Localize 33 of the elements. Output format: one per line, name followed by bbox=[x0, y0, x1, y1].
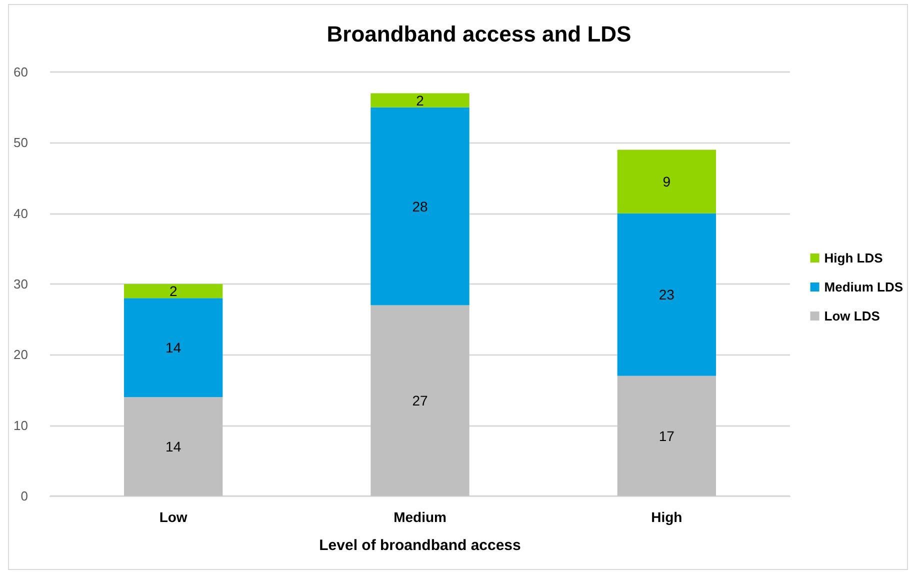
bar bbox=[370, 93, 470, 108]
y-tick-label: 50 bbox=[14, 135, 28, 150]
data-label: 14 bbox=[166, 438, 182, 455]
y-tick-label: 0 bbox=[20, 488, 28, 504]
bar bbox=[124, 397, 223, 496]
legend-label: High LDS bbox=[824, 250, 884, 266]
x-axis-title: Level of broandband access bbox=[319, 537, 521, 554]
data-label: 9 bbox=[662, 174, 671, 190]
y-tick-label: 20 bbox=[14, 347, 28, 362]
chart-title: Broandband access and LDS bbox=[326, 22, 632, 46]
bar bbox=[370, 107, 470, 306]
data-label: 27 bbox=[412, 392, 428, 409]
legend-label: Medium LDS bbox=[824, 280, 904, 294]
data-label: 14 bbox=[166, 340, 182, 356]
y-tick-label: 60 bbox=[14, 64, 28, 80]
data-label: 28 bbox=[412, 198, 428, 214]
legend-label: Low LDS bbox=[824, 308, 880, 324]
bar bbox=[124, 284, 223, 298]
bar bbox=[124, 298, 223, 398]
data-label: 17 bbox=[658, 428, 675, 444]
bar bbox=[617, 376, 716, 496]
x-tick-label: Low bbox=[159, 509, 188, 525]
x-tick-label: Medium bbox=[394, 509, 446, 525]
y-tick-label: 30 bbox=[14, 276, 28, 292]
y-tick-label: 40 bbox=[14, 206, 28, 221]
bar bbox=[370, 305, 470, 496]
data-label: 23 bbox=[658, 286, 675, 303]
data-label: 2 bbox=[169, 283, 178, 300]
y-tick-label: 10 bbox=[14, 418, 28, 433]
x-tick-label: High bbox=[651, 509, 682, 525]
data-label: 2 bbox=[416, 92, 424, 108]
bar bbox=[617, 150, 716, 214]
bar bbox=[617, 213, 716, 376]
